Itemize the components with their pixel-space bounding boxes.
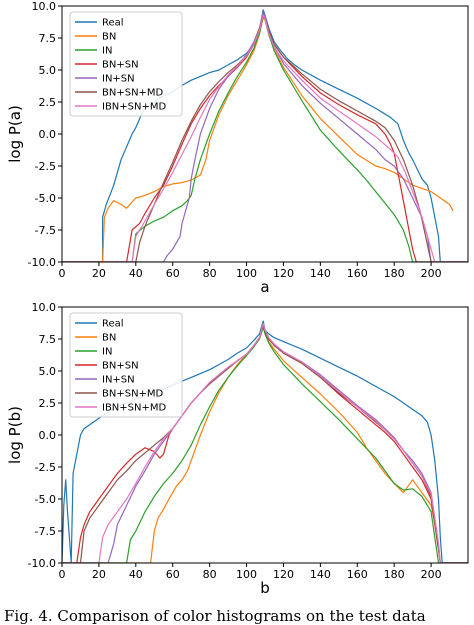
legend-label: BN+SN+MD: [102, 88, 164, 99]
x-tick-label: 140: [310, 267, 331, 280]
x-tick-label: 200: [421, 267, 442, 280]
x-tick-label: 180: [384, 267, 405, 280]
legend-label: BN+SN: [102, 60, 139, 71]
y-tick-label: -7.5: [35, 224, 56, 237]
y-tick-label: 2.5: [39, 397, 57, 410]
x-axis-label: a: [260, 278, 269, 296]
y-tick-label: 10.0: [32, 0, 57, 13]
y-tick-label: -2.5: [35, 461, 56, 474]
x-tick-label: 60: [166, 568, 180, 581]
series-line-ibn-sn-md: [62, 323, 468, 563]
y-tick-label: -7.5: [35, 525, 56, 538]
y-axis-label: log P(a): [6, 105, 24, 163]
y-tick-label: 2.5: [39, 96, 57, 109]
series-line-ibn-sn-md: [62, 14, 468, 262]
y-tick-label: -2.5: [35, 160, 56, 173]
legend-label: BN: [102, 333, 116, 344]
y-tick-label: -10.0: [28, 256, 56, 269]
x-tick-label: 0: [59, 568, 66, 581]
y-tick-label: -10.0: [28, 557, 56, 570]
x-tick-label: 200: [421, 568, 442, 581]
x-tick-label: 20: [92, 568, 106, 581]
x-tick-label: 120: [273, 267, 294, 280]
legend-label: Real: [102, 18, 124, 29]
x-tick-label: 80: [203, 568, 217, 581]
legend-label: IN: [102, 347, 112, 358]
legend-label: IBN+SN+MD: [102, 403, 167, 414]
y-tick-label: -5.0: [35, 192, 56, 205]
figure-caption: Fig. 4. Comparison of color histograms o…: [4, 607, 426, 625]
x-tick-label: 60: [166, 267, 180, 280]
legend-label: IBN+SN+MD: [102, 102, 167, 113]
x-tick-label: 80: [203, 267, 217, 280]
chart-panel-b: 0 20 40 60 80 100 120 140 160 180 200 -10.0 -7.5 -5.0…: [6, 301, 469, 597]
y-tick-label: 5.0: [39, 64, 57, 77]
x-tick-label: 160: [347, 568, 368, 581]
x-axis-label: b: [260, 579, 270, 597]
series-group: [62, 320, 468, 563]
x-tick-label: 20: [92, 267, 106, 280]
legend-label: BN+SN: [102, 361, 139, 372]
y-tick-label: 5.0: [39, 365, 57, 378]
x-tick-label: 120: [273, 568, 294, 581]
legend: Real BN IN BN+SN IN+SN BN+SN+MD IBN+SN+MD: [69, 11, 183, 117]
y-tick-label: 0.0: [39, 429, 57, 442]
x-tick-label: 180: [384, 568, 405, 581]
legend-label: IN+SN: [102, 375, 135, 386]
x-tick-label: 100: [236, 267, 257, 280]
x-tick-label: 100: [236, 568, 257, 581]
y-tick-label: 10.0: [32, 301, 57, 314]
y-tick-label: 7.5: [39, 32, 57, 45]
x-tick-label: 40: [129, 568, 143, 581]
legend-label: IN+SN: [102, 74, 135, 85]
x-tick-label: 140: [310, 568, 331, 581]
x-tick-label: 40: [129, 267, 143, 280]
legend-label: BN+SN+MD: [102, 389, 164, 400]
series-line-in: [62, 326, 468, 563]
legend-label: Real: [102, 319, 124, 330]
x-tick-label: 0: [59, 267, 66, 280]
series-line-bn: [62, 16, 454, 262]
y-tick-label: 7.5: [39, 333, 57, 346]
series-group: [62, 9, 468, 262]
y-axis-label: log P(b): [6, 406, 24, 464]
legend-box: [69, 11, 183, 117]
x-tick-label: 160: [347, 267, 368, 280]
y-tick-label: -5.0: [35, 493, 56, 506]
legend-label: IN: [102, 46, 112, 57]
chart-panel-a: 0 20 40 60 80 100 120 140 160 180 200 -10.0 -7.5 -5.0…: [6, 0, 469, 296]
series-line-real: [62, 320, 468, 563]
legend-box: [69, 312, 183, 418]
legend-label: BN: [102, 32, 116, 43]
legend: Real BN IN BN+SN IN+SN BN+SN+MD IBN+SN+MD: [69, 312, 183, 418]
series-line-in: [62, 15, 468, 262]
y-tick-label: 0.0: [39, 128, 57, 141]
